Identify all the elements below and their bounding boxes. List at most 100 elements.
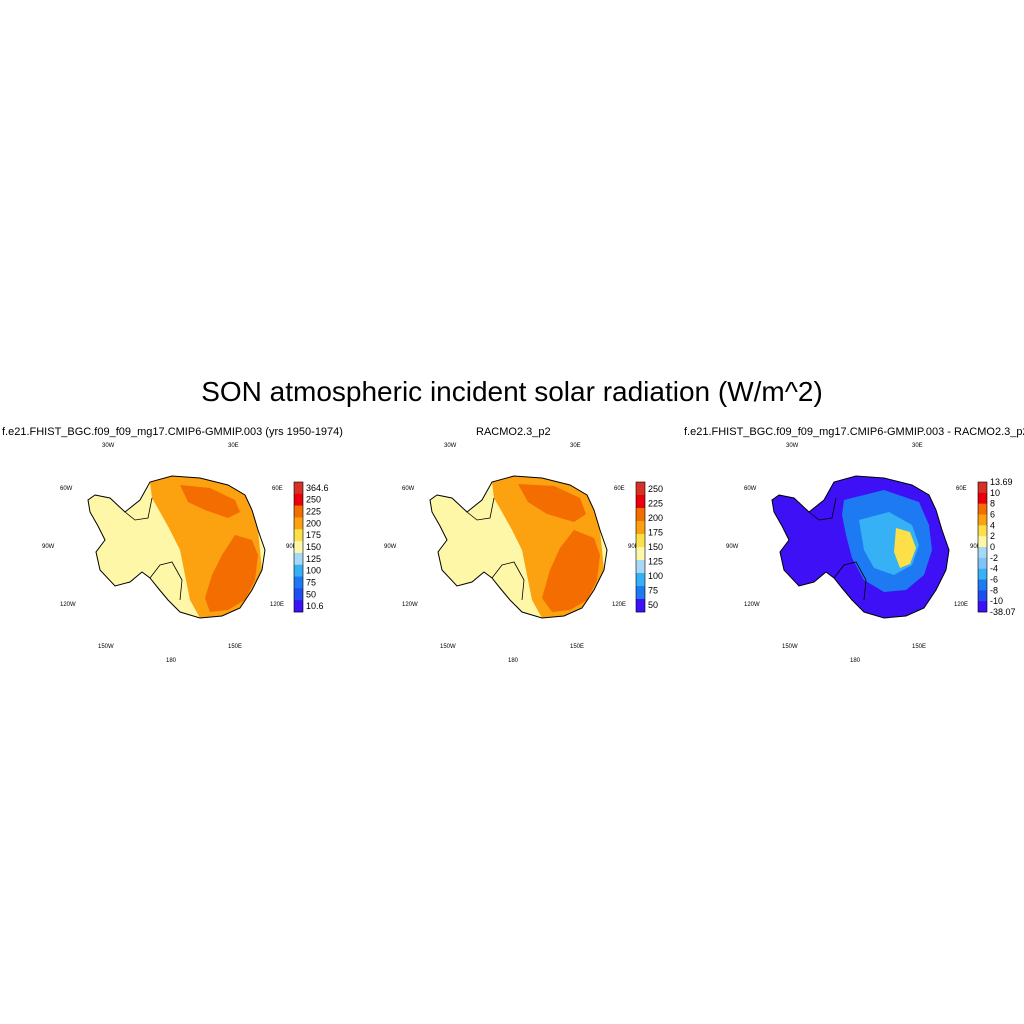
colorbar-swatch bbox=[294, 517, 303, 530]
colorbar-label: 8 bbox=[990, 499, 995, 509]
colorbar-swatch bbox=[636, 482, 645, 496]
colorbar-swatch bbox=[294, 505, 303, 518]
coastline bbox=[429, 475, 608, 619]
colorbar-swatch bbox=[636, 586, 645, 600]
colorbar-swatch bbox=[294, 493, 303, 506]
colorbar-swatch bbox=[978, 503, 987, 515]
colorbar-swatch bbox=[636, 560, 645, 574]
lon-label-90w: 90W bbox=[726, 544, 739, 550]
colorbar-swatch bbox=[978, 492, 987, 504]
colorbar-label: 50 bbox=[648, 600, 658, 610]
colorbar-swatch bbox=[294, 588, 303, 601]
lon-label-60w: 60W bbox=[60, 486, 73, 492]
colorbar-swatch bbox=[978, 590, 987, 602]
colorbar-label: 0 bbox=[990, 542, 995, 552]
colorbar-label: 250 bbox=[648, 484, 663, 494]
colorbar-swatch bbox=[294, 482, 303, 495]
colorbar-label: 150 bbox=[306, 542, 321, 552]
colorbar-label: 6 bbox=[990, 510, 995, 520]
colorbar-frame bbox=[977, 481, 988, 613]
lon-label-150w: 150W bbox=[98, 644, 114, 650]
lon-label-30e: 30E bbox=[228, 443, 239, 449]
ross-ice-shelf-outline bbox=[149, 561, 183, 601]
high-plateau-field bbox=[518, 484, 600, 612]
panel-1-title: f.e21.FHIST_BGC.f09_f09_mg17.CMIP6-GMMIP… bbox=[2, 426, 343, 438]
colorbar-frame bbox=[635, 481, 646, 613]
colorbar-label: 175 bbox=[648, 528, 663, 538]
lon-label-60e: 60E bbox=[614, 486, 625, 492]
lon-label-90e: 90E bbox=[286, 544, 297, 550]
lon-label-150e: 150E bbox=[570, 644, 584, 650]
lon-label-120e: 120E bbox=[270, 602, 284, 608]
colorbar-swatch bbox=[294, 541, 303, 554]
colorbar-label: 100 bbox=[648, 571, 663, 581]
ross-ice-shelf-outline bbox=[491, 561, 525, 601]
colorbar-swatch bbox=[636, 508, 645, 522]
lon-label-90e: 90E bbox=[628, 544, 639, 550]
lon-label-90w: 90W bbox=[384, 544, 397, 550]
colorbar-label: -10 bbox=[990, 596, 1003, 606]
lon-label-60w: 60W bbox=[402, 486, 415, 492]
lon-label-150e: 150E bbox=[228, 644, 242, 650]
colorbar-frame bbox=[293, 481, 304, 613]
colorbar-swatch bbox=[636, 521, 645, 535]
ross-ice-shelf-outline bbox=[833, 561, 867, 601]
lon-label-60e: 60E bbox=[956, 486, 967, 492]
colorbar-label: 250 bbox=[306, 495, 321, 505]
panel-2-title: RACMO2.3_p2 bbox=[476, 426, 551, 438]
colorbar-swatch bbox=[636, 534, 645, 548]
colorbar-label: 125 bbox=[648, 556, 663, 566]
colorbar-swatch bbox=[978, 568, 987, 580]
colorbar-label: 364.6 bbox=[306, 483, 329, 493]
colorbar-label: 13.69 bbox=[990, 477, 1013, 487]
colorbar-swatch bbox=[294, 600, 303, 613]
colorbar-label: 100 bbox=[306, 566, 321, 576]
colorbar-label: 4 bbox=[990, 520, 995, 530]
weddell-ice-shelf-outline bbox=[466, 497, 495, 521]
lon-label-30w: 30W bbox=[786, 443, 799, 449]
lon-label-180: 180 bbox=[166, 658, 177, 664]
colorbar-swatch bbox=[636, 599, 645, 613]
colorbar-label: 200 bbox=[306, 518, 321, 528]
colorbar-swatch bbox=[294, 552, 303, 566]
colorbar-swatch bbox=[294, 564, 303, 577]
lon-label-120w: 120W bbox=[744, 602, 760, 608]
coastline bbox=[87, 475, 266, 619]
lon-label-90e: 90E bbox=[970, 544, 981, 550]
lon-label-90w: 90W bbox=[42, 544, 55, 550]
colorbar-label: -2 bbox=[990, 553, 998, 563]
colorbar-label: 225 bbox=[306, 507, 321, 517]
lon-label-30w: 30W bbox=[102, 443, 115, 449]
colorbar-label: 10 bbox=[990, 488, 1000, 498]
colorbar-label: 175 bbox=[306, 530, 321, 540]
longitude-labels: 30W 30E 60W 60E 90W 90E 120W 120E 150W 1… bbox=[384, 443, 639, 664]
colorbar-label: 50 bbox=[306, 589, 316, 599]
lon-label-120e: 120E bbox=[612, 602, 626, 608]
panel-3-title: f.e21.FHIST_BGC.f09_f09_mg17.CMIP6-GMMIP… bbox=[684, 426, 1024, 438]
lon-label-30e: 30E bbox=[570, 443, 581, 449]
colorbar-swatch bbox=[294, 576, 303, 589]
lon-label-30e: 30E bbox=[912, 443, 923, 449]
lon-label-120e: 120E bbox=[954, 602, 968, 608]
colorbar: 250 225 200 175 150 125 100 75 50 bbox=[635, 481, 663, 613]
antarctica-map bbox=[429, 475, 608, 619]
colorbar-label: 75 bbox=[306, 577, 316, 587]
panel-1-map: 30W 30E 60W 60E 90W 90E 120W 120E 150W 1… bbox=[42, 443, 329, 664]
positive-anomaly-field bbox=[894, 528, 916, 568]
lon-label-150w: 150W bbox=[440, 644, 456, 650]
lon-label-60w: 60W bbox=[744, 486, 757, 492]
lon-label-120w: 120W bbox=[402, 602, 418, 608]
lon-label-120w: 120W bbox=[60, 602, 76, 608]
colorbar-label: 125 bbox=[306, 554, 321, 564]
longitude-labels: 30W 30E 60W 60E 90W 90E 120W 120E 150W 1… bbox=[726, 443, 981, 664]
colorbar-swatch bbox=[978, 514, 987, 526]
figure-title: SON atmospheric incident solar radiation… bbox=[201, 376, 823, 407]
colorbar-label: -6 bbox=[990, 575, 998, 585]
colorbar-label: -8 bbox=[990, 585, 998, 595]
colorbar-swatch bbox=[978, 536, 987, 548]
colorbar-swatch bbox=[294, 529, 303, 542]
lon-label-180: 180 bbox=[508, 658, 519, 664]
colorbar-label: -4 bbox=[990, 564, 998, 574]
coastline bbox=[771, 475, 950, 619]
